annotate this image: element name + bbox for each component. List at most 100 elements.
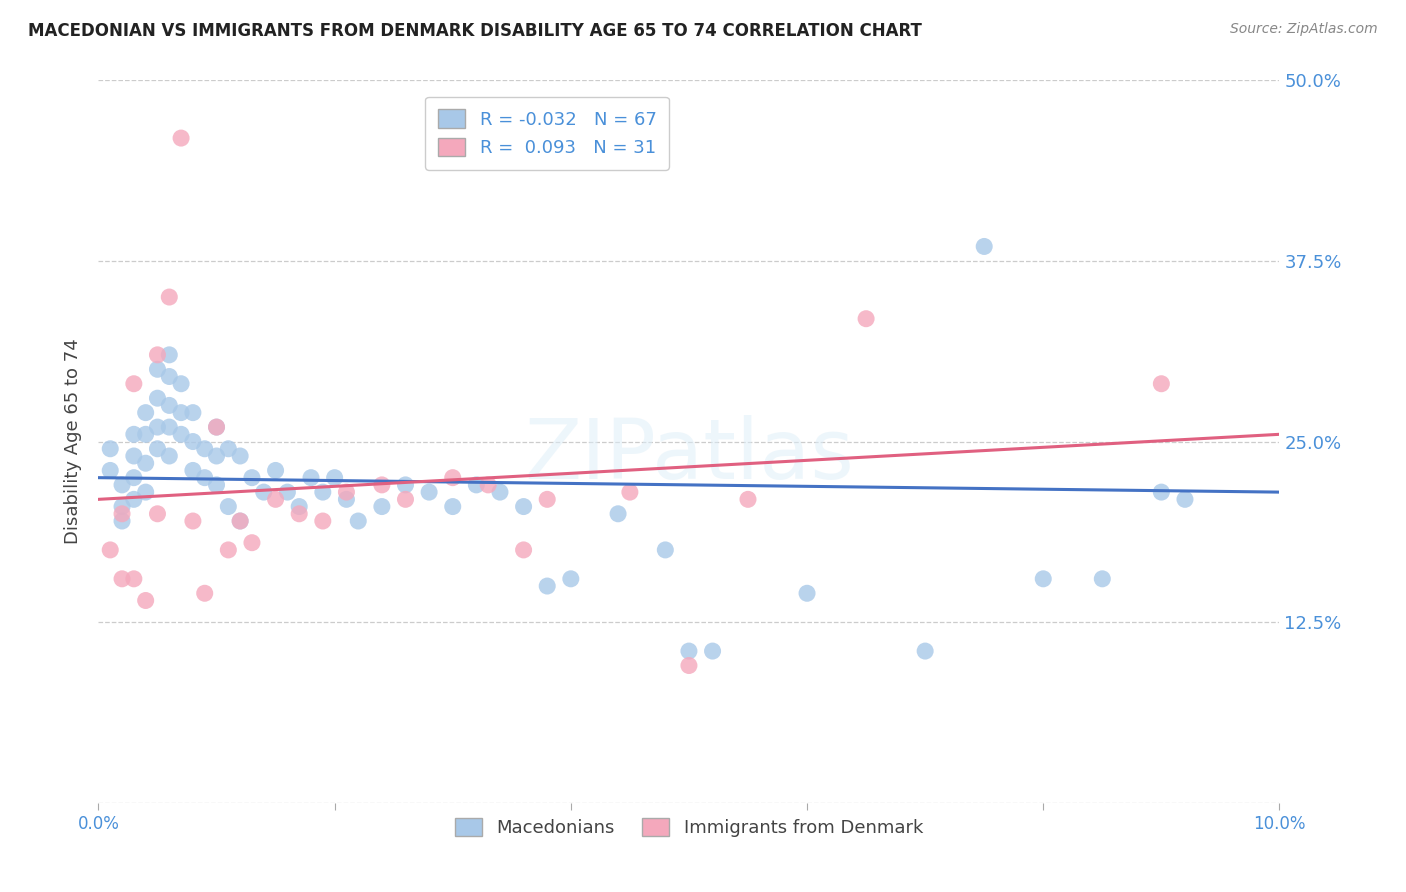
Point [122, 376, 145, 391]
Point [371, 500, 394, 514]
Point [217, 542, 239, 557]
Point [181, 406, 204, 420]
Point [194, 470, 217, 484]
Point [796, 586, 818, 600]
Point [229, 514, 252, 528]
Point [135, 456, 157, 470]
Point [441, 470, 464, 484]
Point [111, 478, 134, 492]
Point [217, 442, 239, 456]
Y-axis label: Disability Age 65 to 74: Disability Age 65 to 74 [65, 339, 83, 544]
Point [157, 348, 180, 362]
Point [146, 507, 169, 521]
Point [135, 406, 157, 420]
Point [240, 535, 263, 549]
Point [122, 470, 145, 484]
Point [194, 586, 217, 600]
Point [1150, 376, 1173, 391]
Point [536, 492, 558, 507]
Point [146, 442, 169, 456]
Point [229, 449, 252, 463]
Point [489, 485, 512, 500]
Point [264, 492, 287, 507]
Legend: Macedonians, Immigrants from Denmark: Macedonians, Immigrants from Denmark [444, 807, 934, 848]
Point [855, 311, 877, 326]
Point [1174, 492, 1197, 507]
Point [288, 500, 311, 514]
Point [122, 449, 145, 463]
Point [323, 470, 346, 484]
Point [205, 420, 228, 434]
Point [312, 485, 335, 500]
Point [98, 442, 121, 456]
Point [1150, 485, 1173, 500]
Point [146, 391, 169, 405]
Point [253, 485, 276, 500]
Point [394, 478, 416, 492]
Point [678, 658, 700, 673]
Point [512, 500, 534, 514]
Point [394, 492, 416, 507]
Text: Source: ZipAtlas.com: Source: ZipAtlas.com [1230, 22, 1378, 37]
Point [111, 514, 134, 528]
Point [229, 514, 252, 528]
Point [914, 644, 936, 658]
Point [146, 362, 169, 376]
Point [157, 449, 180, 463]
Point [170, 406, 193, 420]
Point [146, 420, 169, 434]
Point [264, 463, 287, 477]
Point [157, 420, 180, 434]
Point [702, 644, 724, 658]
Point [194, 442, 217, 456]
Point [512, 542, 534, 557]
Text: MACEDONIAN VS IMMIGRANTS FROM DENMARK DISABILITY AGE 65 TO 74 CORRELATION CHART: MACEDONIAN VS IMMIGRANTS FROM DENMARK DI… [28, 22, 922, 40]
Point [170, 131, 193, 145]
Point [1091, 572, 1114, 586]
Point [205, 449, 228, 463]
Point [299, 470, 322, 484]
Point [477, 478, 499, 492]
Point [157, 398, 180, 412]
Point [181, 463, 204, 477]
Point [536, 579, 558, 593]
Point [371, 478, 394, 492]
Point [157, 290, 180, 304]
Point [973, 239, 995, 253]
Point [122, 492, 145, 507]
Point [122, 572, 145, 586]
Point [205, 478, 228, 492]
Point [170, 376, 193, 391]
Point [111, 507, 134, 521]
Point [98, 463, 121, 477]
Point [157, 369, 180, 384]
Point [217, 500, 239, 514]
Point [465, 478, 488, 492]
Point [441, 500, 464, 514]
Point [146, 348, 169, 362]
Point [135, 485, 157, 500]
Text: ZIPatlas: ZIPatlas [524, 416, 853, 497]
Point [607, 507, 630, 521]
Point [135, 593, 157, 607]
Point [678, 644, 700, 658]
Point [737, 492, 759, 507]
Point [288, 507, 311, 521]
Point [276, 485, 298, 500]
Point [347, 514, 370, 528]
Point [181, 434, 204, 449]
Point [312, 514, 335, 528]
Point [560, 572, 582, 586]
Point [111, 572, 134, 586]
Point [1032, 572, 1054, 586]
Point [654, 542, 676, 557]
Point [111, 500, 134, 514]
Point [335, 492, 357, 507]
Point [240, 470, 263, 484]
Point [98, 542, 121, 557]
Point [205, 420, 228, 434]
Point [135, 427, 157, 442]
Point [619, 485, 641, 500]
Point [122, 427, 145, 442]
Point [181, 514, 204, 528]
